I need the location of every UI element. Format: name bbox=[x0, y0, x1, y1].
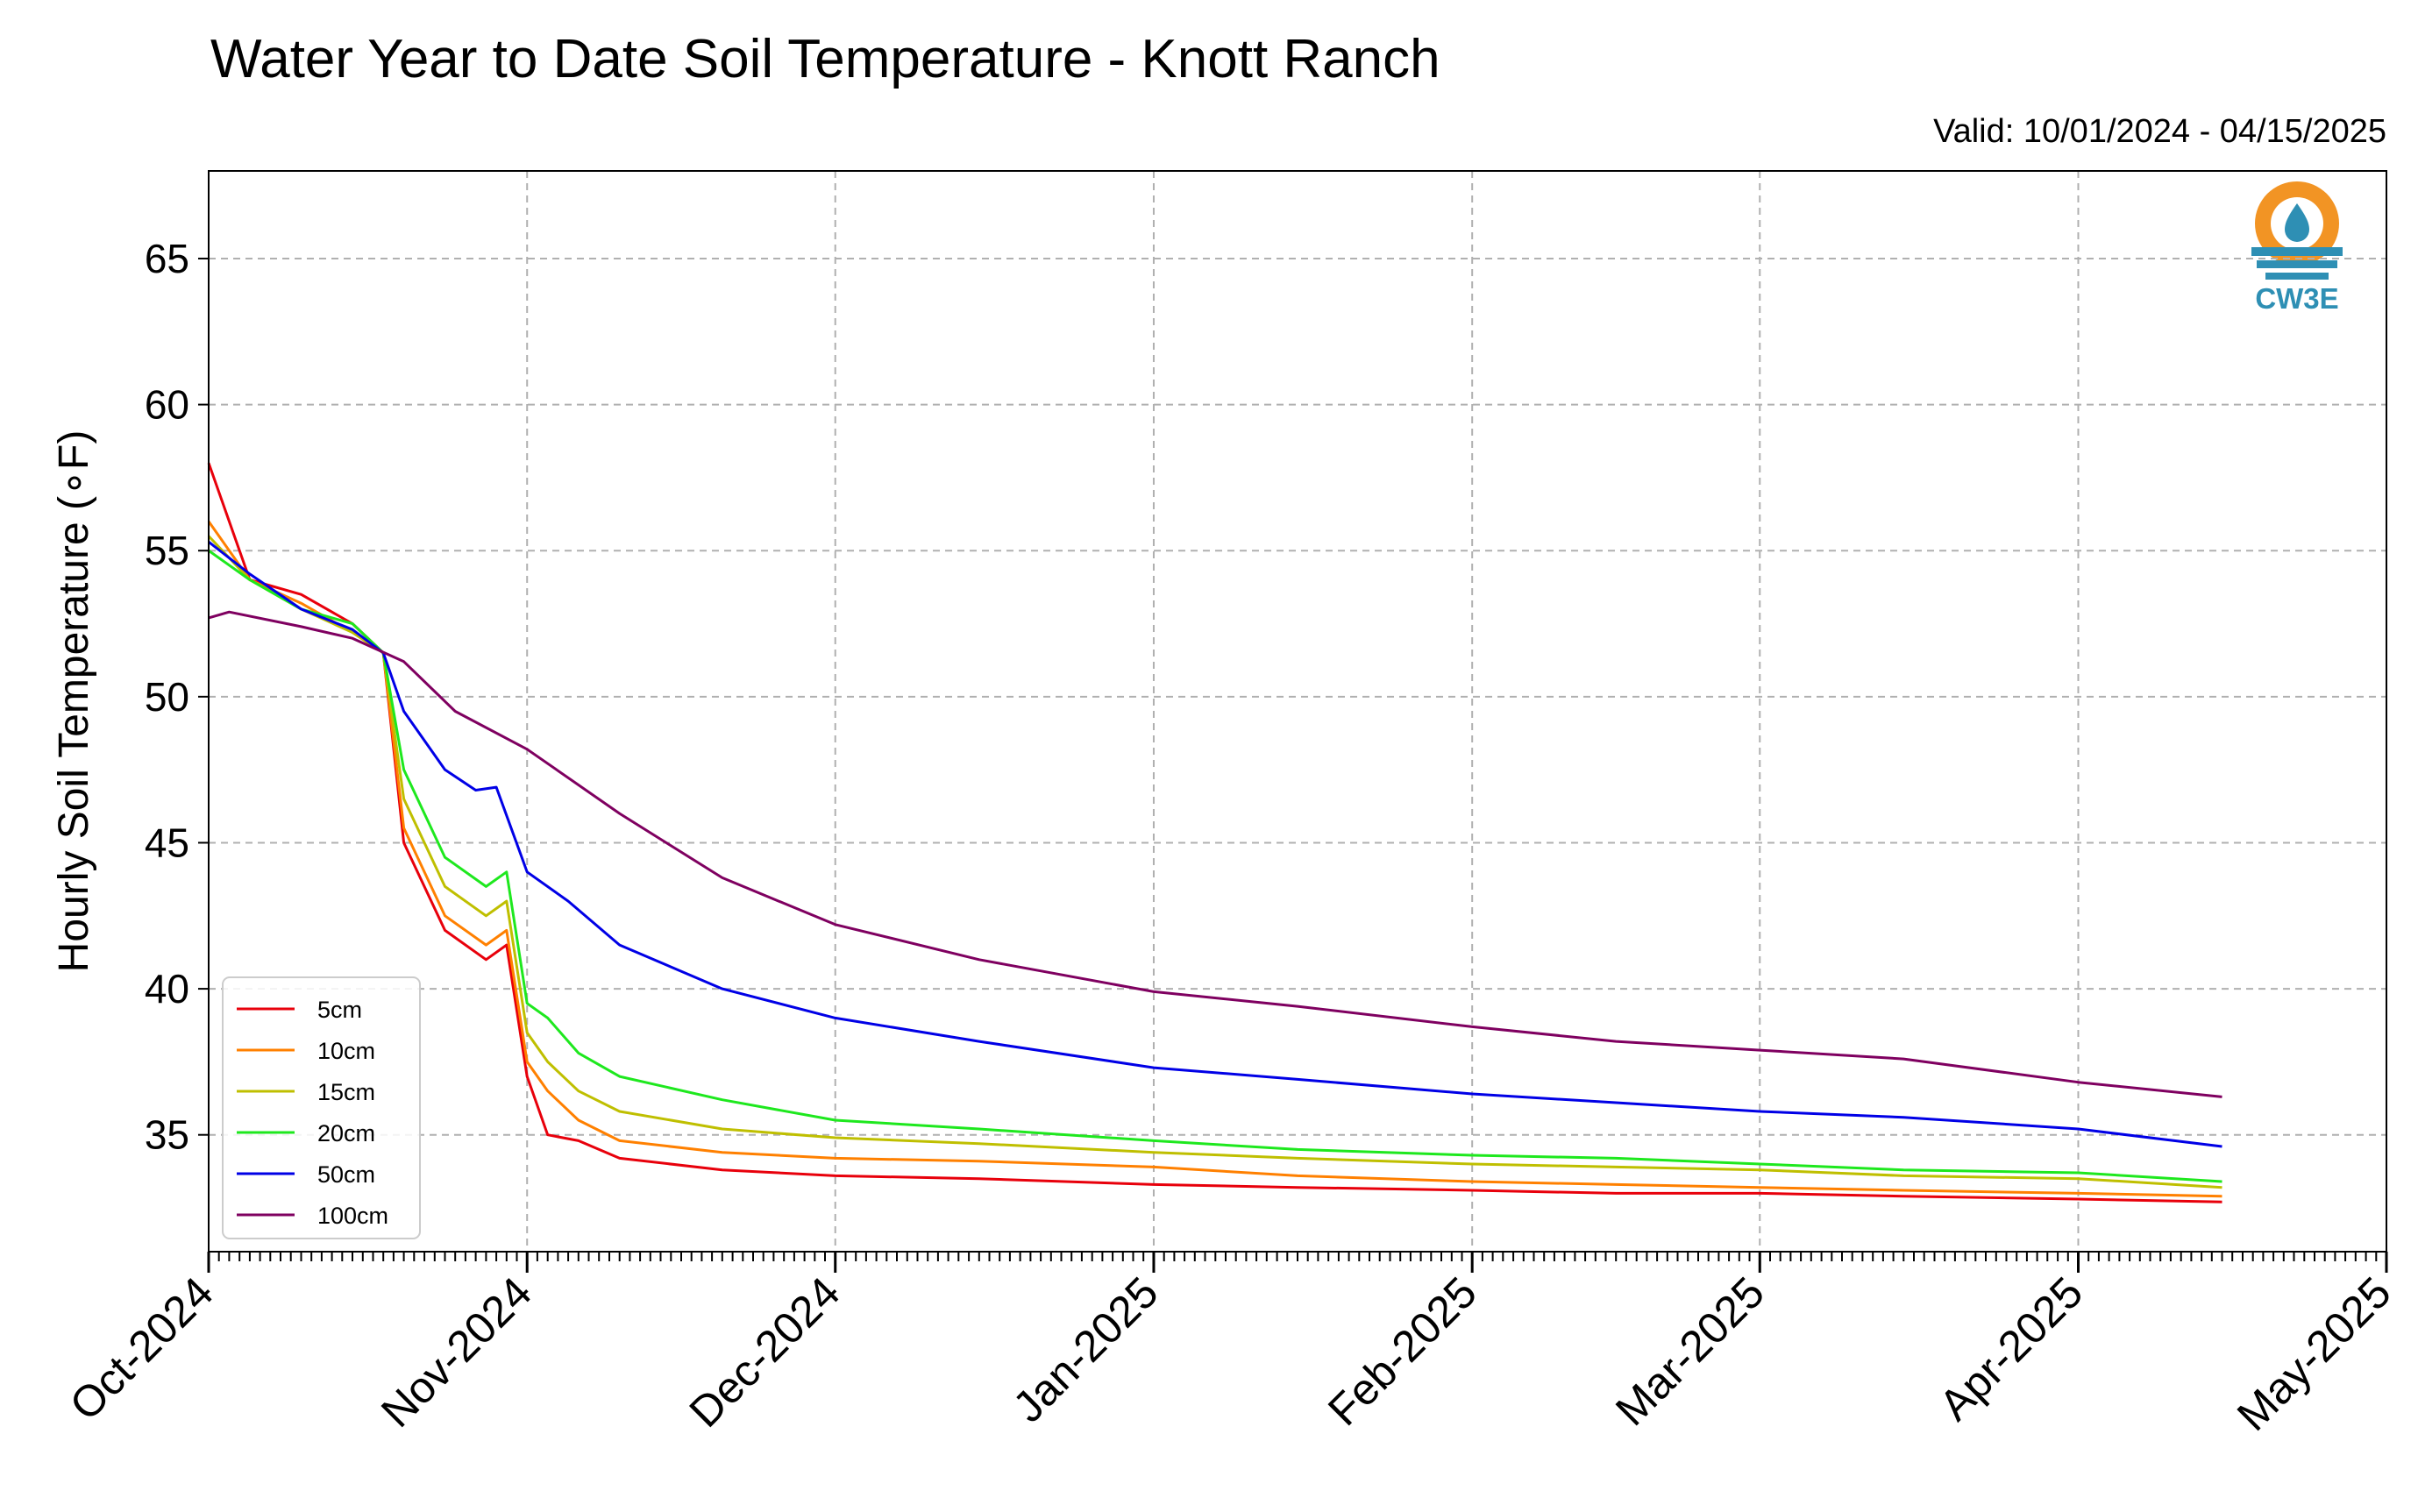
x-tick-minor bbox=[208, 1252, 2387, 1261]
legend-label: 10cm bbox=[317, 1038, 375, 1064]
logo-water-drop-icon bbox=[2285, 203, 2309, 242]
series-lines bbox=[207, 462, 2222, 1203]
y-tick-label: 50 bbox=[145, 674, 189, 720]
y-tick-label: 60 bbox=[145, 382, 189, 428]
series-line-100cm bbox=[208, 610, 2222, 1098]
legend-label: 20cm bbox=[317, 1120, 375, 1146]
cw3e-logo: CW3E bbox=[2251, 181, 2343, 315]
y-tick-label: 55 bbox=[145, 528, 189, 573]
y-axis: 35 40 45 50 55 60 65 bbox=[145, 236, 209, 1158]
legend-label: 15cm bbox=[317, 1079, 375, 1105]
valid-date-range: Valid: 10/01/2024 - 04/15/2025 bbox=[1933, 113, 2386, 150]
y-axis-label: Hourly Soil Temperature (∘F) bbox=[51, 430, 97, 973]
gridlines bbox=[209, 171, 2386, 1252]
y-tick-label: 40 bbox=[145, 966, 189, 1012]
legend-label: 50cm bbox=[317, 1161, 375, 1188]
logo-text: CW3E bbox=[2255, 282, 2338, 315]
y-tick-label: 35 bbox=[145, 1112, 189, 1158]
legend: 5cm 10cm 15cm 20cm 50cm 100cm bbox=[222, 976, 421, 1239]
y-tick-label: 65 bbox=[145, 236, 189, 281]
legend-label: 5cm bbox=[317, 997, 362, 1023]
series-line-50cm bbox=[208, 541, 2222, 1148]
y-tick-label: 45 bbox=[145, 820, 189, 865]
chart-title: Water Year to Date Soil Temperature - Kn… bbox=[210, 29, 1440, 89]
legend-label: 100cm bbox=[317, 1203, 388, 1229]
